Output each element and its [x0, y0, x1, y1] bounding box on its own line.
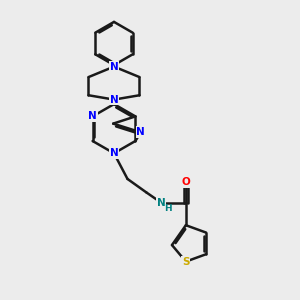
- Text: N: N: [157, 198, 166, 208]
- Text: N: N: [110, 148, 118, 158]
- Text: S: S: [182, 256, 190, 267]
- Text: N: N: [110, 61, 118, 72]
- Text: N: N: [88, 111, 97, 122]
- Text: H: H: [164, 204, 172, 213]
- Text: N: N: [136, 127, 145, 137]
- Text: N: N: [110, 94, 118, 105]
- Text: N: N: [110, 148, 118, 158]
- Text: O: O: [182, 177, 190, 187]
